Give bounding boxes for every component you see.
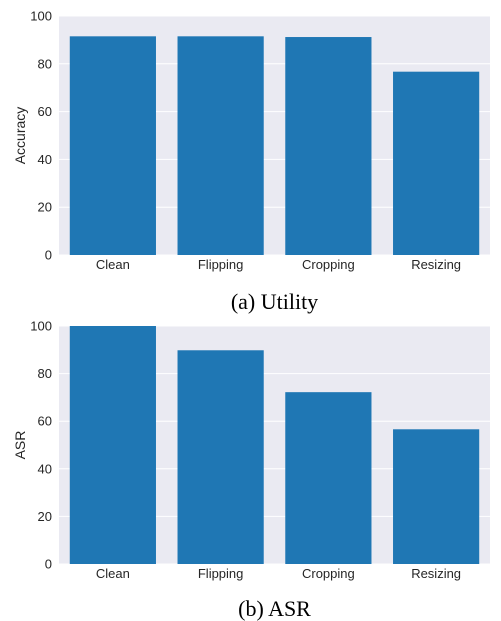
chart-1-bar-cropping — [285, 37, 372, 256]
chart-2-y-tick-label: 20 — [38, 509, 52, 524]
chart-1-y-tick-label: 60 — [38, 104, 52, 119]
chart-1-y-tick-label: 0 — [45, 248, 52, 263]
chart-2-x-tick-label: Resizing — [411, 566, 461, 581]
chart-1-x-tick-label: Clean — [96, 257, 130, 272]
chart-1-x-tick-label: Flipping — [198, 257, 244, 272]
chart-1-x-tick-label: Resizing — [411, 257, 461, 272]
chart-1-y-tick-label: 100 — [30, 9, 52, 24]
chart-2-bar-cropping — [285, 392, 372, 564]
chart-2-y-tick-label: 80 — [38, 366, 52, 381]
chart-2-y-tick-label: 60 — [38, 414, 52, 429]
chart-1-y-tick-label: 80 — [38, 56, 52, 71]
chart-2-bar-resizing — [393, 429, 480, 564]
chart-2-bar-flipping — [177, 350, 264, 564]
chart-2-caption: (b) ASR — [238, 596, 311, 621]
chart-1-bar-resizing — [393, 71, 480, 255]
chart-2-y-tick-label: 100 — [30, 319, 52, 334]
chart-1-caption: (a) Utility — [231, 289, 318, 314]
chart-1-y-tick-label: 20 — [38, 200, 52, 215]
chart-2-x-tick-label: Flipping — [198, 566, 244, 581]
chart-1-bar-clean — [69, 36, 156, 255]
chart-2-y-tick-label: 0 — [45, 557, 52, 572]
chart-2-y-axis-label: ASR — [12, 431, 28, 460]
chart-1-y-tick-label: 40 — [38, 152, 52, 167]
chart-2-bar-clean — [69, 326, 156, 564]
chart-2-y-tick-label: 40 — [38, 461, 52, 476]
chart-1-bar-flipping — [177, 36, 264, 255]
chart-2-x-tick-label: Clean — [96, 566, 130, 581]
chart-1-y-axis-label: Accuracy — [12, 107, 28, 165]
chart-2-x-tick-label: Cropping — [302, 566, 355, 581]
chart-1-x-tick-label: Cropping — [302, 257, 355, 272]
